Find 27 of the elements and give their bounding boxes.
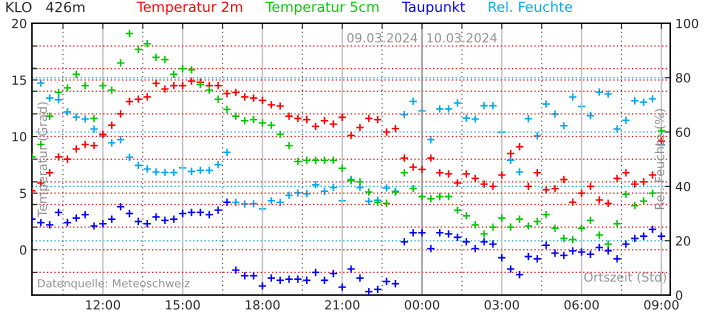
text: Temperatur 5cm (265, 2, 378, 15)
y2-tick-label: 20 (676, 236, 690, 246)
x-tick-label: 00:00 (404, 300, 440, 310)
x-tick-label: 09:00 (644, 300, 679, 310)
text: Taupunkt (402, 1, 465, 15)
y2-tick-label: 40 (676, 182, 690, 192)
x-tick-label: 06:00 (564, 300, 599, 310)
x-tick-label: 15:00 (166, 300, 200, 310)
y2-tick-label: 60 (676, 128, 690, 137)
x-tick-label: 21:00 (325, 300, 360, 310)
chart-title: KLO 426m (6, 2, 84, 12)
y-tick-label: 5 (20, 188, 26, 198)
text: Rel. Feuchte (488, 1, 572, 12)
x-tick-label: 03:00 (484, 300, 519, 310)
y2-tick-label: 80 (676, 73, 690, 83)
y-axis-title: Temperatur (Grad) (37, 102, 50, 218)
y2-tick-label: 0 (676, 290, 682, 300)
y2-axis-title: Rel. Feuchte (%) (654, 109, 666, 210)
y-tick-label: 15 (12, 76, 26, 85)
y-tick-label: 10 (12, 132, 26, 142)
x-tick-label: 18:00 (246, 300, 280, 310)
ref-line-label: 09.03.2024 10.03.2024 (347, 33, 497, 43)
x-tick-label: 12:00 (86, 300, 120, 310)
y-tick-label: 0 (20, 245, 26, 255)
text: Temperatur 2m (136, 2, 242, 15)
y2-tick-label: 100 (676, 18, 698, 28)
y-tick-label: 20 (12, 18, 26, 28)
